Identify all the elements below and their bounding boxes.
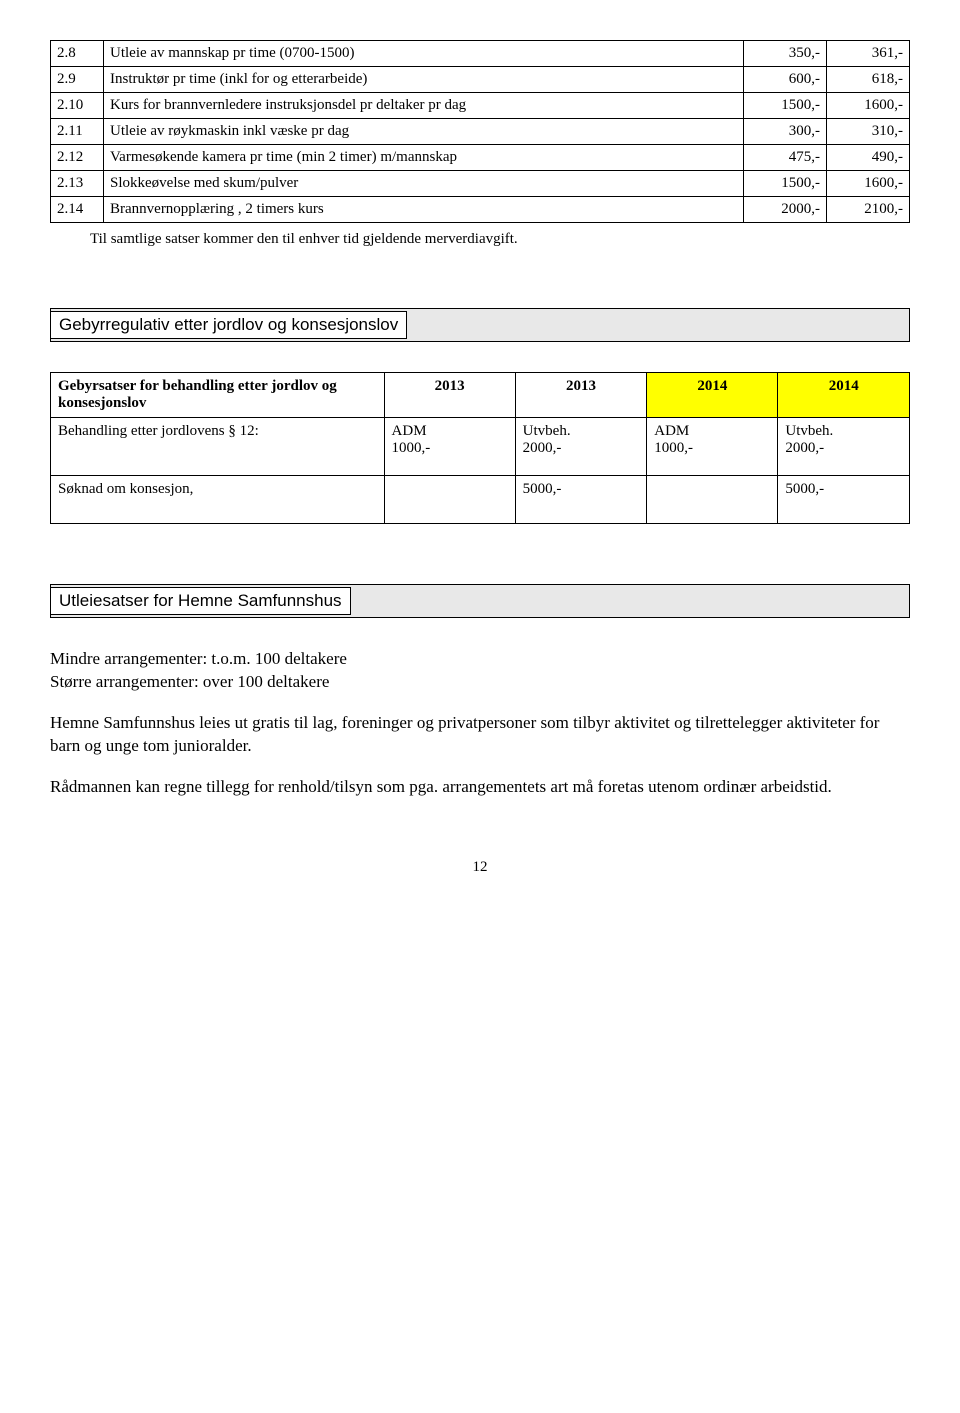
gebyr-cell: 5000,- [778,476,910,524]
gebyr-header-row: Gebyrsatser for behandling etter jordlov… [51,373,910,418]
price-row: 2.8Utleie av mannskap pr time (0700-1500… [51,41,910,67]
gebyr-year-2013a: 2013 [384,373,515,418]
gebyr-header-label: Gebyrsatser for behandling etter jordlov… [51,373,385,418]
price-row: 2.9Instruktør pr time (inkl for og etter… [51,67,910,93]
gebyr-cell: ADM 1000,- [384,418,515,476]
gebyr-cell: Utvbeh. 2000,- [515,418,647,476]
price-row-p2: 361,- [827,41,910,67]
price-row-p2: 618,- [827,67,910,93]
gebyr-cell: Utvbeh. 2000,- [778,418,910,476]
price-table: 2.8Utleie av mannskap pr time (0700-1500… [50,40,910,223]
body-paragraph: Hemne Samfunnshus leies ut gratis til la… [50,712,910,758]
gebyr-row-soknad: Søknad om konsesjon, 5000,- 5000,- [51,476,910,524]
price-row-p1: 1500,- [744,171,827,197]
body-paragraph: Mindre arrangementer: t.o.m. 100 deltake… [50,648,910,694]
body-paragraph: Rådmannen kan regne tillegg for renhold/… [50,776,910,799]
gebyr-row-behandling: Behandling etter jordlovens § 12: ADM 10… [51,418,910,476]
price-row-num: 2.11 [51,119,104,145]
gebyr-table: Gebyrsatser for behandling etter jordlov… [50,372,910,524]
price-row-p2: 1600,- [827,171,910,197]
price-row: 2.10Kurs for brannvernledere instruksjon… [51,93,910,119]
page-number: 12 [50,859,910,876]
price-row-p1: 1500,- [744,93,827,119]
top-note: Til samtlige satser kommer den til enhve… [90,231,910,248]
price-row-p1: 475,- [744,145,827,171]
price-row-p2: 310,- [827,119,910,145]
price-row: 2.14Brannvernopplæring , 2 timers kurs20… [51,197,910,223]
gebyr-year-2014a: 2014 [647,373,778,418]
section-title-gebyr: Gebyrregulativ etter jordlov og konsesjo… [50,311,407,339]
body-text-block: Mindre arrangementer: t.o.m. 100 deltake… [50,648,910,799]
gebyr-year-2013b: 2013 [515,373,647,418]
price-row-desc: Utleie av mannskap pr time (0700-1500) [104,41,744,67]
price-row-desc: Kurs for brannvernledere instruksjonsdel… [104,93,744,119]
price-row-p2: 1600,- [827,93,910,119]
price-row-p2: 490,- [827,145,910,171]
gebyr-year-2014b: 2014 [778,373,910,418]
section-header-utleie: Utleiesatser for Hemne Samfunnshus [50,584,910,618]
gebyr-cell: ADM 1000,- [647,418,778,476]
price-row-desc: Brannvernopplæring , 2 timers kurs [104,197,744,223]
gebyr-cell: 5000,- [515,476,647,524]
price-row-desc: Varmesøkende kamera pr time (min 2 timer… [104,145,744,171]
price-row-p1: 2000,- [744,197,827,223]
price-row: 2.12Varmesøkende kamera pr time (min 2 t… [51,145,910,171]
price-row-desc: Slokkeøvelse med skum/pulver [104,171,744,197]
section-header-gebyr: Gebyrregulativ etter jordlov og konsesjo… [50,308,910,342]
price-row-num: 2.8 [51,41,104,67]
price-row: 2.11Utleie av røykmaskin inkl væske pr d… [51,119,910,145]
price-row-desc: Instruktør pr time (inkl for og etterarb… [104,67,744,93]
price-row-num: 2.14 [51,197,104,223]
price-row-p2: 2100,- [827,197,910,223]
price-row-p1: 350,- [744,41,827,67]
price-row-num: 2.12 [51,145,104,171]
gebyr-row-label: Behandling etter jordlovens § 12: [51,418,385,476]
price-row-num: 2.10 [51,93,104,119]
section-title-utleie: Utleiesatser for Hemne Samfunnshus [50,587,351,615]
price-row-num: 2.13 [51,171,104,197]
gebyr-cell-empty [647,476,778,524]
price-row-desc: Utleie av røykmaskin inkl væske pr dag [104,119,744,145]
price-row: 2.13Slokkeøvelse med skum/pulver1500,-16… [51,171,910,197]
gebyr-row-label: Søknad om konsesjon, [51,476,385,524]
price-row-num: 2.9 [51,67,104,93]
price-row-p1: 300,- [744,119,827,145]
price-row-p1: 600,- [744,67,827,93]
gebyr-cell-empty [384,476,515,524]
